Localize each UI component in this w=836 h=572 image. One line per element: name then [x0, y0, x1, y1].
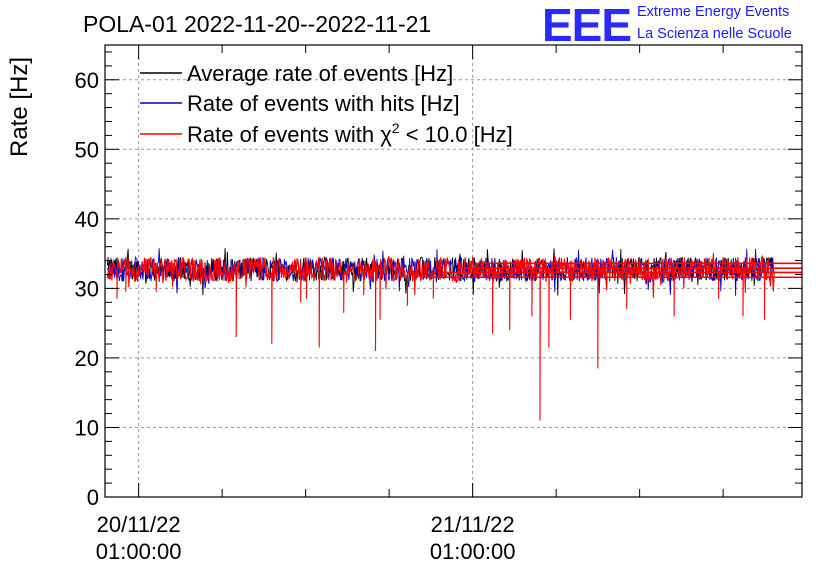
y-axis-label: Rate [Hz]	[6, 57, 33, 157]
legend-label: Rate of events with χ2 < 10.0 [Hz]	[187, 120, 513, 147]
y-tick-label: 50	[75, 137, 99, 162]
grid	[105, 45, 802, 497]
eee-logo: EEE	[542, 0, 632, 51]
series-layer	[106, 248, 802, 421]
y-tick-label: 0	[87, 485, 99, 510]
legend: Average rate of events [Hz] Rate of event…	[140, 61, 513, 147]
x-tick-label: 20/11/22	[97, 512, 181, 537]
axes: 010203040506020/11/2201:00:0021/11/2201:…	[75, 45, 802, 564]
x-tick-label: 01:00:00	[430, 539, 516, 564]
legend-label: Average rate of events [Hz]	[187, 61, 453, 86]
y-tick-label: 40	[75, 207, 99, 232]
legend-label: Rate of events with hits [Hz]	[187, 91, 460, 116]
x-tick-label: 01:00:00	[96, 539, 182, 564]
y-tick-label: 60	[75, 68, 99, 93]
chart-title: POLA-01 2022-11-20--2022-11-21	[83, 11, 431, 37]
x-tick-label: 21/11/22	[431, 512, 515, 537]
logo-line-1: Extreme Energy Events	[637, 4, 790, 20]
series-line-2	[106, 253, 775, 421]
y-tick-label: 30	[75, 276, 99, 301]
logo-line-2: La Scienza nelle Scuole	[637, 26, 792, 42]
y-tick-label: 10	[75, 415, 99, 440]
plot-frame	[104, 44, 803, 498]
y-tick-label: 20	[75, 346, 99, 371]
